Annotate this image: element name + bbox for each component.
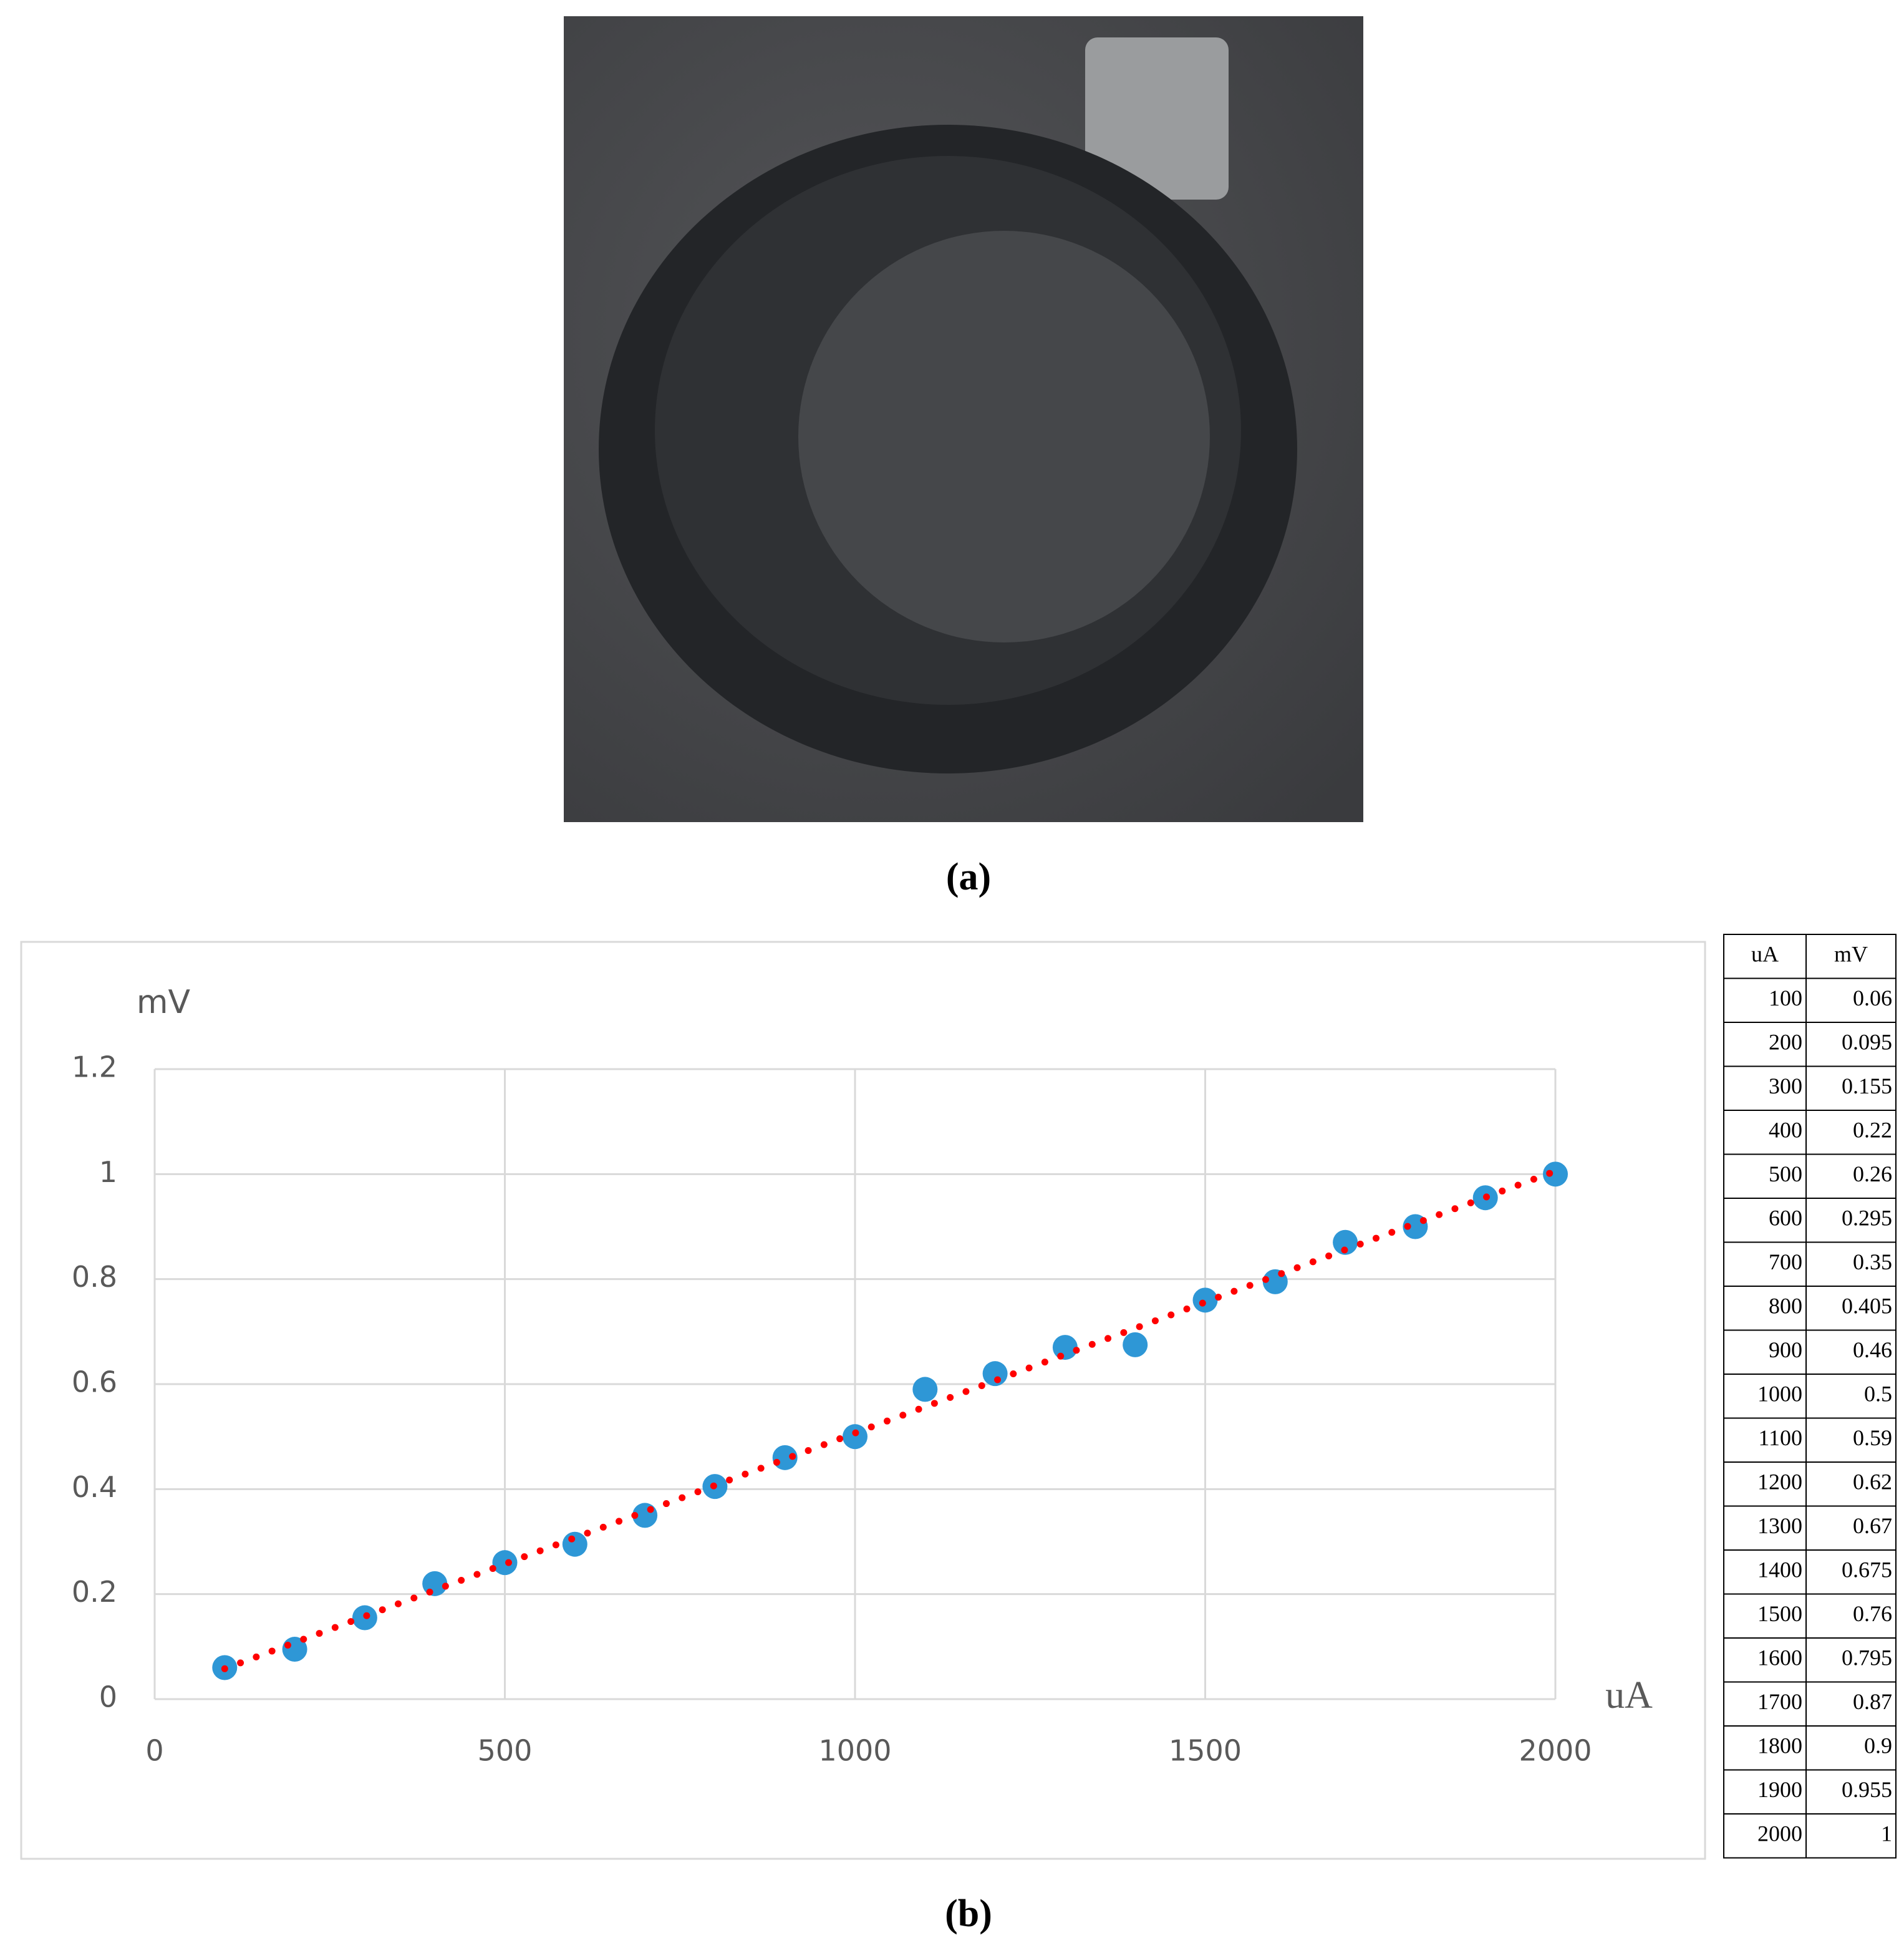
table-cell: 400 [1769,1118,1802,1143]
table-cell: 0.155 [1842,1073,1892,1098]
table-cell: 300 [1769,1073,1802,1098]
y-tick-label: 0.6 [72,1365,117,1399]
table-cell: 0.67 [1853,1513,1892,1538]
table-cell: 0.795 [1842,1645,1892,1670]
chart-frame [20,941,1706,1860]
table-cell: 0.62 [1853,1470,1892,1495]
data-point [562,1531,587,1557]
table-cell: 0.675 [1842,1558,1892,1582]
data-point [1192,1287,1218,1313]
data-point [1123,1332,1148,1357]
y-tick-label: 0 [99,1680,117,1714]
table-cell: 1000 [1757,1382,1802,1407]
x-tick-label: 1000 [818,1734,891,1768]
table-cell: 1400 [1757,1558,1802,1582]
table-header: mV [1834,942,1868,967]
table-cell: 0.26 [1853,1161,1892,1186]
x-tick-label: 1500 [1169,1734,1242,1768]
table-cell: 0.06 [1853,986,1892,1010]
x-axis-label: uA [1605,1674,1653,1717]
table-cell: 0.46 [1853,1337,1892,1362]
table-border [1723,934,1897,1859]
table-cell: 0.59 [1853,1425,1892,1450]
table-cell: 0.5 [1864,1382,1892,1407]
table-cell: 0.87 [1853,1689,1892,1714]
y-tick-label: 0.4 [72,1470,117,1504]
y-tick-label: 0.2 [72,1575,117,1609]
data-point [1333,1229,1358,1255]
table-cell: 0.405 [1842,1294,1892,1319]
table-cell: 0.955 [1842,1777,1892,1802]
table-cell: 500 [1769,1161,1802,1186]
y-axis-label: mV [137,984,191,1021]
table-cell: 0.22 [1853,1118,1892,1143]
table-cell: 0.295 [1842,1206,1892,1231]
x-tick-label: 500 [478,1734,533,1768]
x-tick-label: 0 [145,1734,163,1768]
toroid-hole [798,231,1210,642]
table-cell: 0.095 [1842,1030,1892,1055]
trendline [221,1168,1559,1672]
table-cell: 1900 [1757,1777,1802,1802]
table-cell: 900 [1769,1337,1802,1362]
table-cell: 1 [1881,1821,1892,1846]
caption-b: (b) [945,1892,992,1935]
data-point [492,1550,518,1576]
table-cell: 200 [1769,1030,1802,1055]
data-point [982,1361,1008,1387]
table-header: uA [1751,942,1779,967]
x-tick-label: 2000 [1519,1734,1592,1768]
data-point [912,1377,938,1402]
table-cell: 100 [1769,986,1802,1010]
table-cell: 1100 [1758,1425,1802,1450]
table-cell: 1500 [1757,1601,1802,1626]
table-cell: 0.9 [1864,1733,1892,1758]
table-cell: 600 [1769,1206,1802,1231]
table-cell: 1700 [1757,1689,1802,1714]
data-point [843,1424,867,1450]
table-cell: 700 [1769,1249,1802,1274]
table-cell: 0.76 [1853,1601,1892,1626]
plot: 0 0.2 0.4 0.6 0.8 1 1.2 0 500 1000 1500 2000 [72,1050,1592,1768]
data-point [1052,1335,1078,1360]
y-tick-label: 1 [99,1155,117,1189]
table-cell: 1200 [1757,1470,1802,1495]
table-cell: 1600 [1757,1645,1802,1670]
y-tick-label: 1.2 [72,1050,117,1084]
data-point [1543,1161,1568,1187]
table-cell: 1800 [1757,1733,1802,1758]
photo [564,16,1363,822]
caption-a: (a) [946,856,991,898]
clip [1085,37,1229,200]
table: uA mV 100 0.06 200 0.095 300 0.155 400 0.22 500 0.2… [1723,934,1897,1859]
table-cell: 800 [1769,1294,1802,1319]
table-cell: 2000 [1757,1821,1802,1846]
table-cell: 1300 [1757,1513,1802,1538]
y-tick-label: 0.8 [72,1260,117,1294]
table-cell: 0.35 [1853,1249,1892,1274]
